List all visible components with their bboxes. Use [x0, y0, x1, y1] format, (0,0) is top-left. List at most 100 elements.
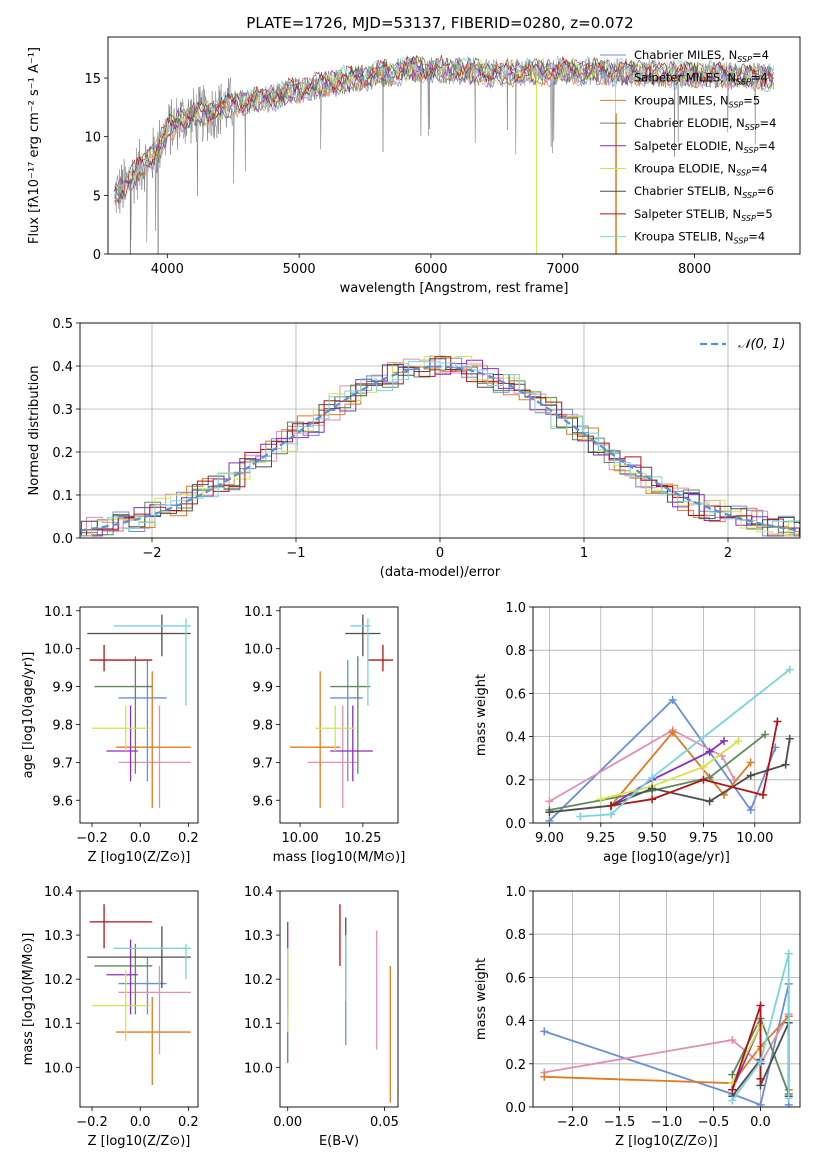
- legend-label: Chabrier MILES, NSSP=4: [634, 48, 769, 64]
- histogram-step: [80, 361, 800, 537]
- y-axis-label: age [log10(age/yr)]: [21, 652, 36, 779]
- weight-point: [545, 808, 554, 817]
- axes-residuals: −2 −1 0 1 2 0.0 0.1 0.2 0.3 0.4 0.5 (data-model)/er…: [27, 317, 801, 580]
- legend-label: Kroupa MILES, NSSP=5: [634, 93, 760, 109]
- plot-area: [287, 904, 391, 1103]
- weight-point: [785, 665, 794, 674]
- x-tick-label: 9.00: [535, 831, 564, 846]
- model-line: [114, 55, 774, 200]
- x-tick-label: 6000: [414, 262, 447, 277]
- x-tick-label: 9.75: [689, 831, 718, 846]
- weight-point: [784, 1094, 793, 1103]
- weight-point: [756, 1100, 765, 1107]
- axes-frame: [107, 36, 801, 255]
- y-tick-label: 10.1: [44, 1017, 73, 1032]
- legend-label: Kroupa STELIB, NSSP=4: [634, 230, 765, 246]
- histogram-step: [80, 365, 800, 536]
- y-tick-label: 10.0: [244, 643, 273, 658]
- y-tick-label: 9.8: [252, 718, 273, 733]
- x-axis-label: (data-model)/error: [380, 565, 501, 580]
- legend-label: Salpeter STELIB, NSSP=5: [634, 207, 773, 223]
- x-tick-label: 0.0: [750, 1115, 771, 1130]
- weight-point: [699, 762, 708, 771]
- x-tick-label: 10.00: [736, 831, 773, 846]
- weight-point: [705, 773, 714, 782]
- x-tick-label: 0.2: [178, 831, 199, 846]
- x-tick-label: 7000: [546, 262, 579, 277]
- y-tick-label: 0.0: [505, 817, 526, 832]
- y-tick-label: 1.0: [505, 601, 526, 616]
- x-axis-label: Z [log10(Z/Z⊙)]: [88, 850, 191, 865]
- y-tick-label: 0.2: [505, 1058, 526, 1073]
- axes-mass-age: 10.00 10.25 9.6 9.7 9.8 9.9 10.0 10.1 mass [log1…: [244, 605, 405, 865]
- legend-label: Chabrier STELIB, NSSP=6: [634, 184, 774, 200]
- model-line: [114, 58, 774, 199]
- axes-frame: [279, 606, 399, 824]
- weight-point: [728, 1085, 737, 1094]
- y-tick-label: 10.0: [44, 643, 73, 658]
- y-axis-label: mass weight: [474, 674, 489, 756]
- weight-point: [705, 747, 714, 756]
- axes-z-weight: −2.0 −1.5 −1.0 −0.5 0.0 0.0 0.2 0.4 0.6 0.8 1.0 Z […: [474, 885, 801, 1149]
- weight-point: [596, 795, 605, 804]
- axes-frame: [79, 322, 801, 539]
- y-tick-label: 10.1: [44, 605, 73, 620]
- x-tick-label: 4000: [151, 262, 184, 277]
- weight-point: [607, 801, 616, 810]
- y-tick-label: 10.0: [44, 1061, 73, 1076]
- weight-point: [746, 806, 755, 815]
- weight-point: [648, 784, 657, 793]
- histogram-step: [80, 358, 800, 537]
- weight-point: [728, 1070, 737, 1079]
- weight-point: [648, 773, 657, 782]
- legend-label: Salpeter ELODIE, NSSP=4: [634, 139, 775, 155]
- y-tick-label: 10.3: [44, 929, 73, 944]
- histogram-step: [80, 356, 800, 537]
- plot-area: [80, 323, 800, 538]
- x-tick-label: −1.5: [604, 1115, 636, 1130]
- x-axis-label: wavelength [Angstrom, rest frame]: [340, 281, 569, 296]
- y-tick-label: 10.1: [244, 1017, 273, 1032]
- x-tick-label: 10.25: [344, 831, 381, 846]
- weight-line: [731, 953, 790, 1102]
- y-tick-label: 0.6: [505, 971, 526, 986]
- axes-spectrum: 4000 5000 6000 7000 8000 0 5 10 15 wavelength [An…: [27, 36, 801, 296]
- weight-point: [705, 797, 714, 806]
- x-axis-label: age [log10(age/yr)]: [603, 850, 730, 865]
- axes-z-age: −0.2 0.0 0.2 9.6 9.7 9.8 9.9 10.0 10.1 Z [log10(Z…: [21, 605, 199, 865]
- weight-point: [720, 736, 729, 745]
- weight-point: [761, 730, 770, 739]
- histogram-step: [80, 359, 800, 537]
- y-tick-label: 0.4: [505, 731, 526, 746]
- y-tick-label: 10.2: [244, 973, 273, 988]
- weight-point: [728, 1096, 737, 1105]
- y-axis-label: Flux [fλ10⁻¹⁷ erg cm⁻² s⁻¹ A⁻¹]: [27, 47, 42, 244]
- y-tick-label: 0.6: [505, 687, 526, 702]
- y-tick-label: 0.0: [505, 1101, 526, 1116]
- x-tick-label: 0.2: [178, 1115, 199, 1130]
- x-tick-label: 10.00: [281, 831, 318, 846]
- normal-curve: [80, 365, 800, 532]
- weight-point: [781, 760, 790, 769]
- legend-label: Chabrier ELODIE, NSSP=4: [634, 116, 776, 132]
- y-tick-label: 10.4: [244, 885, 273, 900]
- y-tick-label: 9.9: [52, 681, 73, 696]
- weight-point: [785, 734, 794, 743]
- weight-point: [734, 736, 743, 745]
- weight-point: [756, 1074, 765, 1083]
- weight-line: [548, 698, 777, 822]
- histogram-step: [80, 356, 800, 537]
- x-tick-label: 0.0: [130, 1115, 151, 1130]
- y-tick-label: 0.1: [52, 489, 73, 504]
- x-tick-label: −1: [286, 546, 305, 561]
- y-tick-label: 0: [93, 248, 101, 263]
- y-tick-label: 10.2: [44, 973, 73, 988]
- model-line: [114, 61, 774, 206]
- axes-z-mass: −0.2 0.0 0.2 10.0 10.1 10.2 10.3 10.4 Z [log10(Z…: [21, 885, 199, 1149]
- y-tick-label: 10: [84, 131, 101, 146]
- x-axis-label: mass [log10(M/M⊙)]: [273, 850, 406, 865]
- y-tick-label: 0.8: [505, 644, 526, 659]
- histogram-step: [80, 358, 800, 537]
- weight-point: [699, 775, 708, 784]
